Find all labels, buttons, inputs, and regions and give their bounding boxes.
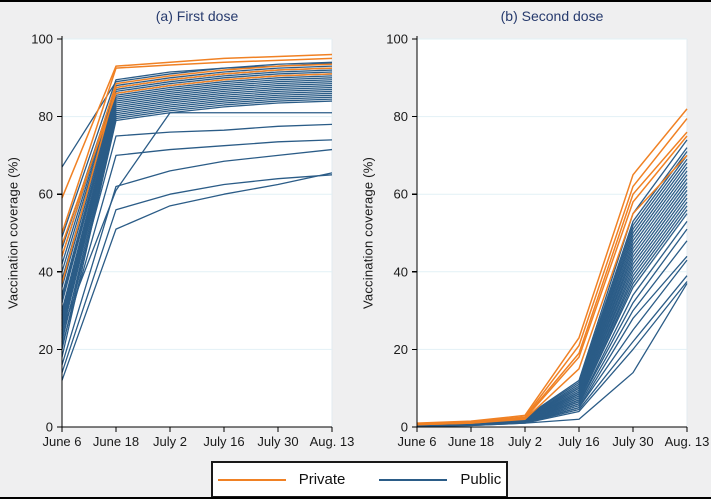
svg-text:June 18: June 18: [448, 434, 494, 449]
svg-text:0: 0: [46, 420, 53, 435]
svg-text:60: 60: [39, 187, 53, 202]
svg-text:20: 20: [394, 342, 408, 357]
legend-item-public: Public: [379, 472, 501, 487]
panel-first-dose: (a) First dose Vaccination coverage (%) …: [0, 2, 356, 457]
svg-text:20: 20: [39, 342, 53, 357]
svg-text:July 2: July 2: [153, 434, 187, 449]
svg-text:July 16: July 16: [203, 434, 244, 449]
legend-label-public: Public: [460, 471, 502, 488]
svg-text:80: 80: [394, 109, 408, 124]
panel-b-plot: 0 20 40 60 80 100 June 6 June 18 July 2 July 16 Ju…: [386, 32, 710, 450]
legend: Private Public: [211, 461, 508, 497]
svg-text:60: 60: [394, 187, 408, 202]
svg-text:July 30: July 30: [257, 434, 298, 449]
legend-label-private: Private: [298, 471, 346, 488]
panel-a-title: (a) First dose: [155, 8, 239, 24]
legend-item-private: Private: [217, 471, 346, 488]
svg-text:June 18: June 18: [93, 434, 139, 449]
svg-text:July 2: July 2: [508, 434, 542, 449]
svg-text:June 6: June 6: [397, 434, 436, 449]
svg-text:0: 0: [401, 420, 408, 435]
svg-text:100: 100: [31, 32, 53, 47]
svg-text:40: 40: [39, 264, 53, 279]
svg-text:July 30: July 30: [612, 434, 653, 449]
svg-text:June 6: June 6: [42, 434, 81, 449]
svg-text:100: 100: [386, 32, 408, 47]
svg-text:Aug. 13: Aug. 13: [665, 434, 710, 449]
private-line-swatch: [217, 478, 286, 481]
panel-a-plot: 0 20 40 60 80 100 June 6 June 18 July 2 July 16 Ju…: [31, 32, 355, 450]
svg-text:Aug. 13: Aug. 13: [310, 434, 355, 449]
svg-text:80: 80: [39, 109, 53, 124]
public-line-swatch: [379, 478, 448, 481]
panel-b-title: (b) Second dose: [500, 8, 604, 24]
svg-text:40: 40: [394, 264, 408, 279]
panel-second-dose: (b) Second dose Vaccination coverage (%)…: [355, 2, 711, 457]
svg-text:July 16: July 16: [558, 434, 599, 449]
